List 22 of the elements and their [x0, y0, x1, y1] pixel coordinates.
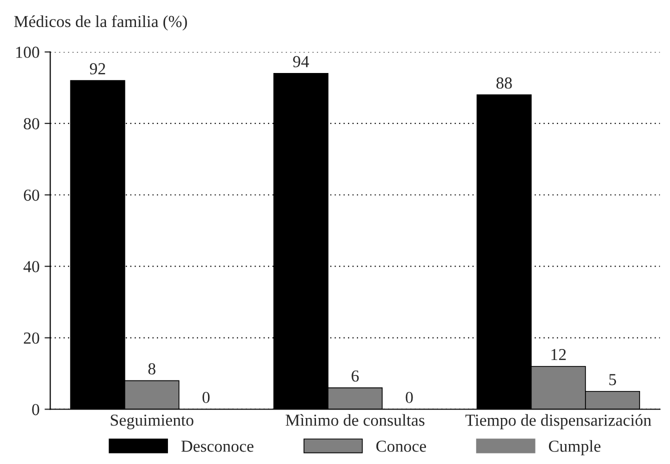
- data-label: 0: [406, 392, 413, 404]
- x-tick-label: Tiempo de dispensarización: [465, 414, 652, 430]
- legend-label: Conoce: [376, 440, 426, 452]
- data-label: 8: [148, 363, 156, 374]
- data-label: 0: [202, 392, 210, 404]
- legend-label: Cumple: [548, 440, 600, 456]
- data-label: 92: [90, 63, 106, 74]
- x-tick-label: Mìnimo de consultas: [286, 414, 424, 426]
- y-tick-label: 100: [16, 46, 40, 58]
- data-label: 5: [609, 374, 616, 386]
- y-tick-label: 80: [24, 118, 40, 130]
- y-axis-title: Médicos de la familia (%): [14, 15, 187, 31]
- x-tick-label: Seguimiento: [110, 414, 194, 430]
- data-label: 88: [496, 77, 512, 89]
- y-tick-label: 20: [24, 332, 40, 344]
- data-label: 94: [293, 56, 309, 68]
- y-tick-label: 40: [23, 261, 40, 272]
- y-tick-label: 0: [32, 404, 40, 416]
- data-label: 6: [352, 370, 359, 382]
- y-tick-label: 60: [24, 190, 40, 201]
- legend-label: Desconoce: [181, 440, 254, 452]
- data-label: 12: [551, 349, 566, 360]
